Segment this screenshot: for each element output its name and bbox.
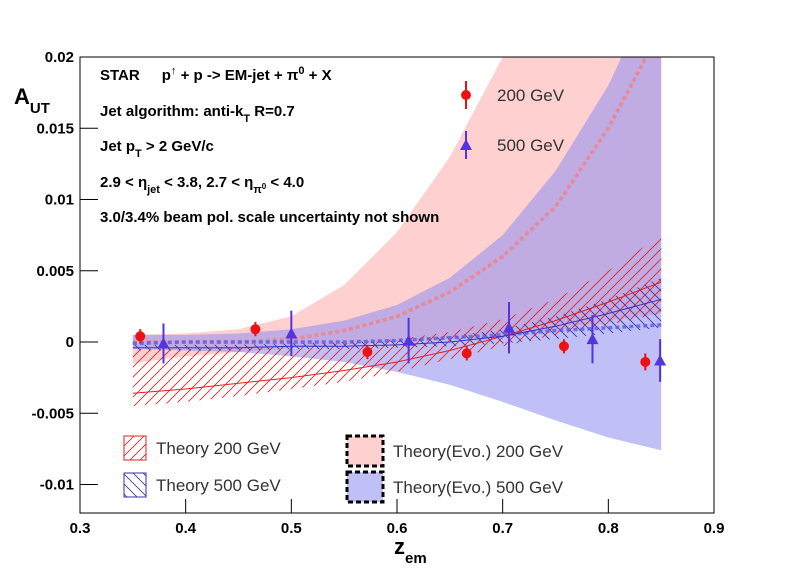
x-axis-label: zem — [394, 534, 427, 567]
ann-sub: π — [253, 184, 262, 196]
y-axis-label: AUT — [14, 84, 50, 117]
theory-center-line — [132, 298, 662, 349]
y-tick-label: 0.01 — [45, 192, 74, 209]
x-tick-label: 0.6 — [387, 520, 408, 537]
ann-sup: ↑ — [171, 65, 177, 77]
legend-swatch — [345, 470, 385, 504]
y-tick-label: -0.01 — [40, 477, 74, 494]
annotation: Jet algorithm: anti-kT R=0.7 — [100, 103, 295, 125]
legend-marker — [461, 90, 471, 100]
ann-text: + X — [304, 67, 331, 84]
ann-sup: 0 — [262, 182, 267, 191]
annotation: 2.9 < ηjet < 3.8, 2.7 < ηπ0 < 4.0 — [100, 174, 304, 196]
data-point — [250, 324, 261, 335]
ann-sub: T — [243, 113, 250, 125]
axes: 0.3 0.4 0.5 0.6 0.7 0.8 0.9 -0.01 -0.005 0 0.005 0.… — [31, 49, 724, 537]
legend-swatch — [345, 434, 385, 468]
x-tick-label: 0.3 — [70, 520, 91, 537]
x-tick-label: 0.9 — [704, 520, 725, 537]
ann-text: π — [287, 67, 299, 84]
data-point — [461, 348, 472, 359]
legend-swatch — [123, 472, 147, 498]
data-point — [157, 337, 170, 349]
y-label-main: A — [14, 84, 30, 109]
legend-marker — [460, 139, 472, 150]
ann-text: < 3.8, 2.7 < η — [160, 174, 253, 191]
legend-label: 500 GeV — [497, 136, 565, 155]
legend-swatch — [123, 435, 147, 461]
legend-label: 200 GeV — [497, 86, 565, 105]
ann-text: + p -> EM-jet + — [176, 67, 286, 84]
x-tick-label: 0.7 — [492, 520, 513, 537]
theory-band — [132, 235, 662, 407]
legend-label: Theory(Evo.) 200 GeV — [393, 442, 564, 461]
y-tick-label: -0.005 — [31, 405, 74, 422]
theory-center-line — [132, 57, 649, 344]
ann-text: Jet algorithm: anti-k — [100, 103, 244, 120]
ann-text: Jet p — [100, 138, 135, 155]
data-point — [654, 354, 667, 366]
ann-text: R=0.7 — [250, 103, 295, 120]
ann-sup: 0 — [298, 65, 304, 77]
annotation: STAR p↑ + p -> EM-jet + π0 + X — [100, 65, 332, 84]
data-point — [558, 341, 569, 352]
data-point — [285, 327, 298, 339]
annotations: STAR p↑ + p -> EM-jet + π0 + X Jet algori… — [100, 65, 439, 226]
x-label-sub: em — [405, 550, 427, 567]
plot-area — [132, 57, 667, 451]
ann-sub: T — [135, 148, 142, 160]
theory-band — [132, 277, 662, 351]
x-tick-label: 0.8 — [598, 520, 619, 537]
y-tick-label: 0.015 — [36, 120, 74, 137]
legend-label: Theory 500 GeV — [156, 476, 281, 495]
data-point — [402, 334, 415, 346]
ann-text: STAR — [100, 67, 140, 84]
y-tick-label: 0.005 — [36, 263, 74, 280]
ann-sub: jet — [146, 184, 160, 196]
y-tick-label: 0.02 — [45, 49, 74, 66]
data-point — [586, 333, 599, 345]
ann-text: < 4.0 — [266, 174, 304, 191]
ann-text: 2.9 < η — [100, 174, 147, 191]
data-point — [503, 321, 516, 333]
legend: 200 GeV 500 GeV Theory(Evo.) 200 GeV Theory… — [123, 81, 565, 504]
annotation: Jet pT > 2 GeV/c — [100, 138, 214, 160]
x-label-main: z — [394, 534, 405, 559]
theory-center-line — [132, 281, 662, 394]
legend-label: Theory(Evo.) 500 GeV — [393, 478, 564, 497]
y-label-sub: UT — [30, 100, 50, 117]
ann-text: p — [162, 67, 171, 84]
ann-text: 3.0/3.4% beam pol. scale uncertainty not… — [100, 209, 439, 226]
data-point — [640, 356, 651, 367]
data-point — [362, 346, 373, 357]
legend-label: Theory 200 GeV — [156, 439, 281, 458]
x-tick-label: 0.5 — [281, 520, 302, 537]
annotation: 3.0/3.4% beam pol. scale uncertainty not… — [100, 209, 439, 226]
data-point — [135, 331, 146, 342]
x-tick-label: 0.4 — [175, 520, 197, 537]
ann-sub: π0 — [253, 182, 266, 197]
ann-text: > 2 GeV/c — [142, 138, 214, 155]
y-tick-label: 0 — [66, 334, 74, 351]
